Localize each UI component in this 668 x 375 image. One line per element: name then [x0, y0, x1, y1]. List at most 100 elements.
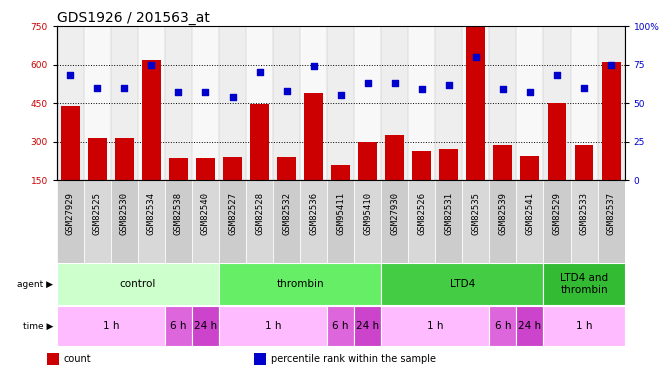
Text: percentile rank within the sample: percentile rank within the sample [271, 354, 436, 364]
Bar [494, 146, 512, 180]
Text: 24 h: 24 h [356, 321, 379, 331]
Text: GSM82532: GSM82532 [282, 192, 291, 236]
Bar [192, 26, 219, 180]
Point [119, 85, 130, 91]
Bar [246, 180, 273, 262]
Point [552, 72, 562, 78]
Bar [516, 26, 544, 180]
Bar [381, 180, 408, 262]
Bar [138, 180, 165, 262]
Text: thrombin: thrombin [277, 279, 324, 289]
Bar [385, 135, 404, 180]
Bar [138, 26, 165, 180]
Bar [381, 306, 490, 346]
Bar [436, 26, 462, 180]
Text: GSM82539: GSM82539 [498, 192, 508, 236]
Text: GSM82534: GSM82534 [147, 192, 156, 236]
Text: count: count [63, 354, 91, 364]
Text: GSM27929: GSM27929 [66, 192, 75, 236]
Bar [602, 62, 621, 180]
Bar [111, 180, 138, 262]
Text: agent ▶: agent ▶ [17, 280, 53, 289]
Text: GSM95411: GSM95411 [336, 192, 345, 236]
Bar [412, 150, 432, 180]
Point [606, 62, 617, 68]
Text: 1 h: 1 h [265, 321, 281, 331]
Bar [462, 26, 490, 180]
Bar [574, 146, 593, 180]
Point [470, 54, 481, 60]
Bar [219, 26, 246, 180]
Text: 1 h: 1 h [103, 321, 119, 331]
Point [200, 89, 211, 95]
Text: LTD4: LTD4 [450, 279, 475, 289]
Text: GSM82525: GSM82525 [93, 192, 102, 236]
Bar [219, 306, 327, 346]
Bar [598, 180, 625, 262]
Text: LTD4 and
thrombin: LTD4 and thrombin [560, 273, 608, 295]
Bar [544, 263, 625, 305]
Text: time ▶: time ▶ [23, 322, 53, 331]
Bar [570, 180, 598, 262]
Point [146, 62, 157, 68]
Bar [142, 60, 161, 180]
Bar [115, 138, 134, 180]
Bar [165, 306, 192, 346]
Bar [273, 180, 300, 262]
Text: control: control [120, 279, 156, 289]
Point [227, 94, 238, 100]
Text: GSM82536: GSM82536 [309, 192, 318, 236]
Text: 24 h: 24 h [518, 321, 542, 331]
Text: GSM82540: GSM82540 [201, 192, 210, 236]
Bar [327, 180, 354, 262]
Point [173, 89, 184, 95]
Bar [254, 352, 266, 365]
Bar [300, 26, 327, 180]
Bar [169, 158, 188, 180]
Bar [544, 306, 625, 346]
Point [335, 93, 346, 99]
Bar [520, 156, 540, 180]
Bar [436, 180, 462, 262]
Text: GSM82533: GSM82533 [580, 192, 589, 236]
Bar [548, 103, 566, 180]
Bar [516, 180, 544, 262]
Text: 1 h: 1 h [427, 321, 444, 331]
Bar [381, 26, 408, 180]
Point [444, 82, 454, 88]
Text: GSM82529: GSM82529 [552, 192, 562, 236]
Bar [381, 263, 544, 305]
Bar [57, 263, 219, 305]
Bar [47, 352, 59, 365]
Bar [61, 106, 79, 180]
Text: GSM82526: GSM82526 [418, 192, 426, 236]
Point [416, 86, 427, 92]
Text: GSM82530: GSM82530 [120, 192, 129, 236]
Point [524, 89, 535, 95]
Text: GSM82527: GSM82527 [228, 192, 237, 236]
Point [92, 85, 103, 91]
Bar [111, 26, 138, 180]
Bar [57, 180, 84, 262]
Bar [300, 180, 327, 262]
Bar [440, 149, 458, 180]
Text: 24 h: 24 h [194, 321, 217, 331]
Point [255, 69, 265, 75]
Bar [246, 26, 273, 180]
Bar [331, 165, 350, 180]
Text: GSM95410: GSM95410 [363, 192, 372, 236]
Bar [570, 26, 598, 180]
Bar [327, 306, 354, 346]
Point [498, 86, 508, 92]
Bar [408, 26, 436, 180]
Bar [57, 306, 165, 346]
Bar [490, 180, 516, 262]
Bar [327, 26, 354, 180]
Bar [516, 306, 544, 346]
Bar [250, 104, 269, 180]
Bar [165, 180, 192, 262]
Point [578, 85, 589, 91]
Bar [358, 142, 377, 180]
Bar [354, 180, 381, 262]
Point [389, 80, 400, 86]
